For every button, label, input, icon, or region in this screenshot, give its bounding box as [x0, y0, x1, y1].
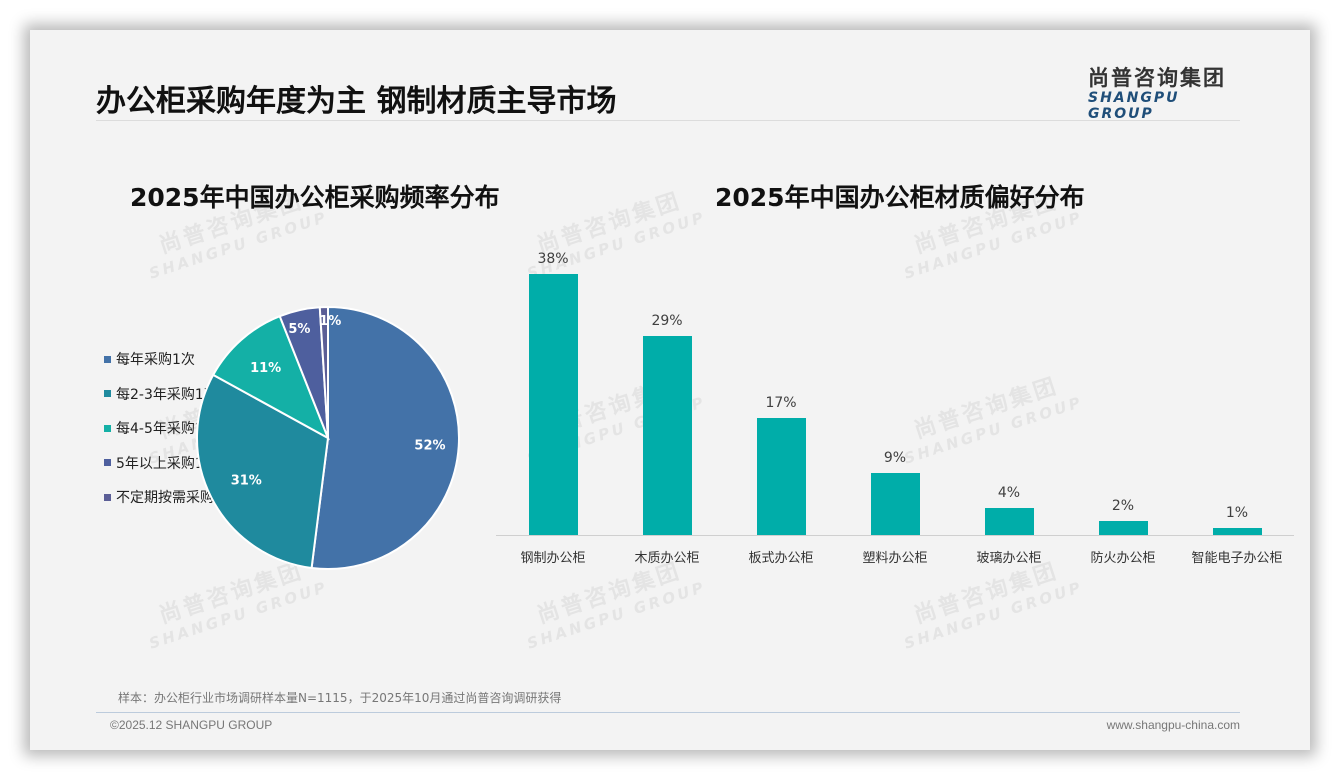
bar-data-label: 29% — [651, 312, 683, 329]
bar — [1098, 521, 1148, 535]
title-divider — [96, 120, 1240, 121]
x-axis-tick-label: 板式办公柜 — [748, 551, 814, 566]
bar — [756, 418, 806, 535]
pie-slice — [310, 306, 460, 570]
legend-item: 每4-5年采购1次 — [104, 411, 218, 446]
x-axis-tick-label: 钢制办公柜 — [520, 551, 586, 566]
legend-item: 不定期按需采购 — [104, 480, 218, 515]
bar-data-label: 1% — [1225, 505, 1249, 521]
pie-data-label: 11% — [250, 361, 281, 376]
pie-chart-title: 2025年中国办公柜采购频率分布 — [130, 183, 500, 212]
x-axis-tick-label: 玻璃办公柜 — [976, 551, 1042, 566]
pie-chart: 52% 31% 11% 5% 1% — [196, 306, 460, 570]
bar — [528, 274, 578, 535]
logo-en: SHANGPU GROUP — [1088, 90, 1180, 122]
legend-swatch — [104, 424, 111, 432]
bar — [870, 473, 920, 535]
x-axis-tick-label: 防火办公柜 — [1090, 551, 1156, 566]
pie-data-label: 1% — [319, 314, 341, 329]
bar-chart-title: 2025年中国办公柜材质偏好分布 — [715, 183, 1085, 212]
bar — [1212, 528, 1262, 535]
company-logo: 尚普咨询集团 SHANGPU GROUP — [1088, 66, 1248, 122]
bar — [984, 507, 1034, 535]
pie-data-label: 5% — [288, 322, 310, 337]
footer-divider — [96, 712, 1240, 713]
x-axis-tick-label: 智能电子办公柜 — [1191, 551, 1283, 566]
legend-swatch — [104, 355, 111, 363]
logo-cn: 尚普咨询集团 — [1088, 66, 1226, 90]
legend-swatch — [104, 493, 111, 501]
page-title: 办公柜采购年度为主 钢制材质主导市场 — [96, 84, 617, 119]
legend-swatch — [104, 459, 111, 467]
bar-data-label: 9% — [883, 450, 907, 467]
x-axis-tick-label: 塑料办公柜 — [862, 551, 928, 566]
pie-data-label: 31% — [231, 474, 262, 489]
legend-item: 每年采购1次 — [104, 342, 218, 377]
website-link[interactable]: www.shangpu-china.com — [1106, 718, 1240, 732]
x-axis — [496, 535, 1294, 536]
bar — [642, 335, 692, 535]
bar-data-label: 4% — [997, 484, 1021, 501]
copyright: ©2025.12 SHANGPU GROUP — [110, 718, 273, 732]
pie-legend: 每年采购1次 每2-3年采购1次 每4-5年采购1次 5年以上采购1次 不定期按… — [104, 342, 218, 515]
sample-note: 样本：办公柜行业市场调研样本量N=1115，于2025年10月通过尚普咨询调研获… — [118, 691, 562, 705]
bar-data-label: 2% — [1111, 498, 1135, 515]
pie-slice — [196, 373, 330, 570]
bar-data-label: 17% — [765, 395, 797, 412]
slide: 办公柜采购年度为主 钢制材质主导市场 尚普咨询集团 SHANGPU GROUP … — [30, 30, 1310, 750]
pie-slice — [211, 314, 330, 441]
bar-data-label: 38% — [537, 251, 569, 267]
legend-item: 每2-3年采购1次 — [104, 377, 218, 412]
pie-data-label: 52% — [414, 438, 445, 453]
pie-slice — [318, 306, 329, 439]
legend-swatch — [104, 390, 111, 398]
legend-item: 5年以上采购1次 — [104, 446, 218, 481]
x-axis-tick-label: 木质办公柜 — [634, 551, 700, 566]
